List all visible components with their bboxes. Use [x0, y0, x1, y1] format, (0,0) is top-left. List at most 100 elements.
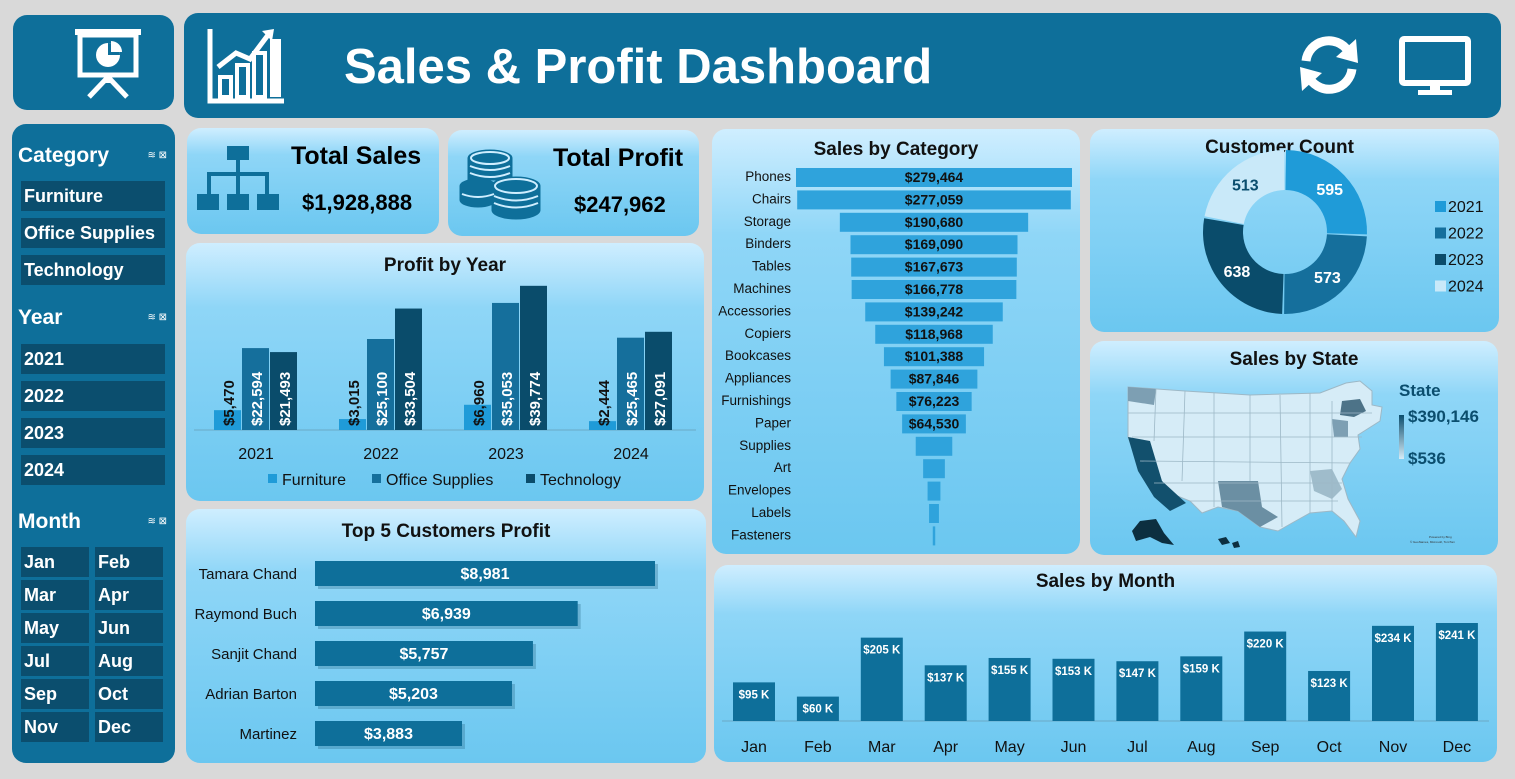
category-label: Storage — [744, 214, 791, 229]
category-bar — [915, 436, 953, 456]
slicer-item-aug[interactable]: Aug — [95, 646, 163, 676]
slicer-item-2022[interactable]: 2022 — [21, 381, 165, 411]
category-data-label: $166,778 — [905, 281, 964, 297]
slicer-item-technology[interactable]: Technology — [21, 255, 165, 285]
header-bar: Sales & Profit Dashboard — [184, 13, 1501, 118]
profit-bar — [645, 331, 672, 430]
category-bar — [932, 526, 936, 546]
slicer-item-nov[interactable]: Nov — [21, 712, 89, 742]
map-credit-2: © GeoNames, Microsoft, TomTom — [1410, 540, 1455, 544]
category-data-label: $167,673 — [905, 259, 964, 275]
slicer-item-jun[interactable]: Jun — [95, 613, 163, 643]
month-bar — [1244, 631, 1287, 721]
category-data-label: $76,223 — [909, 393, 960, 409]
slicer-item-apr[interactable]: Apr — [95, 580, 163, 610]
customer-name: Tamara Chand — [199, 566, 297, 583]
month-data-label: $220 K — [1247, 639, 1285, 651]
category-label: Machines — [733, 281, 791, 296]
month-bar — [860, 637, 903, 721]
category-data-label: $139,242 — [905, 303, 964, 319]
kpi-total-profit-label: Total Profit — [553, 144, 684, 172]
category-label: Binders — [745, 236, 791, 251]
category-label: Bookcases — [725, 348, 791, 363]
customer-name: Raymond Buch — [194, 606, 297, 623]
slicer-item-furniture[interactable]: Furniture — [21, 181, 165, 211]
slicer-item-jul[interactable]: Jul — [21, 646, 89, 676]
legend-swatch — [268, 474, 277, 483]
customer-data-label: $6,939 — [422, 606, 471, 623]
slicer-item-oct[interactable]: Oct — [95, 679, 163, 709]
sales-by-month-panel: Sales by Month $95 K Jan $60 K Feb $205 K Mar… — [714, 565, 1497, 762]
customer-data-label: $5,757 — [400, 646, 449, 663]
customer-name: Adrian Barton — [205, 686, 297, 703]
kpi-total-sales-value: $1,928,888 — [302, 190, 413, 215]
month-data-label: $95 K — [739, 689, 770, 701]
category-label: Tables — [752, 259, 791, 274]
map-legend-min: $536 — [1408, 449, 1446, 468]
customer-data-label: $8,981 — [461, 566, 510, 583]
month-data-label: $155 K — [991, 665, 1029, 677]
profit-data-label: $3,015 — [346, 380, 363, 426]
category-bar — [929, 504, 939, 523]
map-legend-max: $390,146 — [1408, 407, 1479, 426]
slicer-item-dec[interactable]: Dec — [95, 712, 163, 742]
customer-bar — [315, 601, 578, 626]
profit-bar — [242, 348, 269, 430]
month-data-label: $205 K — [863, 645, 901, 657]
filter-icon[interactable]: ≋ ⊠ — [147, 516, 167, 527]
category-label: Art — [774, 460, 792, 475]
logo-tile — [13, 15, 174, 110]
customer-bar — [315, 641, 533, 666]
x-tick-label: Oct — [1317, 739, 1342, 756]
sales-by-category-chart: Phones $279,464 Chairs $277,059 Storage $190,… — [718, 168, 1072, 546]
slicer-item-2024[interactable]: 2024 — [21, 455, 165, 485]
month-data-label: $241 K — [1438, 630, 1476, 642]
month-bar — [1180, 656, 1223, 721]
profit-bar — [339, 419, 366, 430]
slicer-item-sep[interactable]: Sep — [21, 679, 89, 709]
slicer-item-feb[interactable]: Feb — [95, 547, 163, 577]
refresh-icon[interactable] — [1296, 35, 1362, 95]
x-tick-label: Feb — [804, 739, 832, 756]
category-bar — [927, 481, 941, 501]
profit-bar — [492, 302, 519, 430]
slicer-item-2021[interactable]: 2021 — [21, 344, 165, 374]
legend-label: Furniture — [282, 472, 346, 489]
org-chart-icon — [197, 146, 279, 210]
x-tick-label: Mar — [868, 739, 896, 756]
x-tick-label: Aug — [1187, 739, 1215, 756]
category-bar — [796, 168, 1072, 187]
slicer-item-office-supplies[interactable]: Office Supplies — [21, 218, 165, 248]
x-tick-label: Jun — [1061, 739, 1087, 756]
month-bar — [1308, 670, 1351, 721]
category-label: Furnishings — [721, 393, 791, 408]
slicer-item-may[interactable]: May — [21, 613, 89, 643]
profit-bar — [367, 339, 394, 430]
month-data-label: $147 K — [1119, 668, 1157, 680]
category-data-label: $279,464 — [905, 169, 964, 185]
customer-count-title: Customer Count — [1205, 137, 1354, 158]
x-tick-label: Dec — [1443, 739, 1471, 756]
category-bar — [896, 392, 972, 411]
monitor-icon[interactable] — [1398, 35, 1472, 97]
donut-data-label: 573 — [1314, 270, 1341, 287]
profit-data-label: $21,493 — [277, 372, 294, 426]
x-tick-label: 2024 — [613, 446, 649, 463]
category-bar — [865, 302, 1003, 322]
profit-data-label: $35,053 — [499, 372, 516, 426]
category-bar — [851, 257, 1017, 277]
profit-data-label: $6,960 — [471, 380, 488, 426]
filter-icon[interactable]: ≋ ⊠ — [147, 150, 167, 161]
category-bar — [902, 414, 966, 434]
month-data-label: $137 K — [927, 672, 965, 684]
profit-data-label: $5,470 — [221, 380, 238, 426]
slicer-item-jan[interactable]: Jan — [21, 547, 89, 577]
slicer-item-2023[interactable]: 2023 — [21, 418, 165, 448]
slicer-item-mar[interactable]: Mar — [21, 580, 89, 610]
map-credit: Powered by Bing — [1429, 535, 1452, 539]
profit-bar — [395, 308, 422, 430]
category-slicer-label: Category — [18, 144, 110, 167]
filter-icon[interactable]: ≋ ⊠ — [147, 312, 167, 323]
slicer-panel: Category ≋ ⊠ Furniture Office Supplies T… — [12, 124, 175, 763]
donut-data-label: 595 — [1316, 182, 1343, 199]
